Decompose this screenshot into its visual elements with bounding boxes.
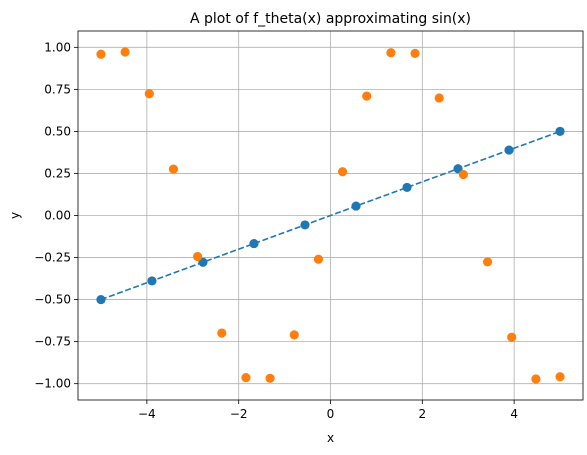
y-tick-label: −0.50: [34, 293, 71, 307]
y-tick-label: −0.25: [34, 251, 71, 265]
series-2-point: [289, 330, 299, 340]
x-tick-label: −2: [230, 407, 248, 421]
grid: [78, 31, 583, 400]
series-2-point: [265, 373, 275, 383]
y-tick-label: 0.75: [44, 82, 71, 96]
x-axis-label: x: [327, 431, 334, 445]
series-2-point: [458, 169, 469, 180]
series-1-point: [402, 182, 412, 193]
x-tick-label: 2: [418, 407, 426, 421]
series-2-point: [410, 48, 420, 58]
chart-title: A plot of f_theta(x) approximating sin(x…: [190, 11, 471, 27]
y-tick-label: −1.00: [34, 377, 71, 391]
series-2-point: [96, 49, 106, 59]
series-1-point: [504, 145, 514, 155]
x-tick-label: 4: [510, 407, 518, 421]
series-2-point: [120, 47, 130, 57]
series-1-point: [300, 220, 310, 230]
x-tick-label: 0: [327, 407, 335, 421]
y-tick-label: 1.00: [44, 40, 71, 54]
series-2-point: [555, 372, 565, 382]
series-2-point: [241, 373, 251, 383]
series-2-point: [192, 251, 203, 262]
ticks: −4 −2 0 2 4 1.00 0.75 0.50 0.25 0.00 −0.25 −0.50 −0.…: [34, 40, 518, 421]
series-2-point: [217, 328, 227, 338]
series-1-point: [555, 126, 565, 137]
y-tick-label: 0.25: [44, 166, 71, 180]
y-tick-label: 0.50: [44, 124, 71, 138]
y-tick-label: −0.75: [34, 335, 71, 349]
series-2-point: [362, 91, 372, 101]
series-2-point: [144, 89, 154, 99]
series-2-point: [482, 257, 493, 267]
series-2-point: [434, 93, 444, 103]
series-1-point: [96, 294, 106, 305]
y-axis-label: y: [8, 212, 22, 219]
series-2-point: [313, 254, 324, 264]
series-2-point: [531, 374, 541, 384]
series-layer: [96, 47, 565, 384]
series-2-point: [386, 48, 396, 58]
series-1-point: [147, 276, 157, 286]
y-tick-label: 0.00: [44, 209, 71, 223]
series-2-point: [507, 332, 517, 342]
series-2-point: [337, 167, 348, 177]
series-0-dashed-line: [100, 130, 561, 301]
series-1-point: [351, 201, 361, 211]
x-tick-label: −4: [138, 407, 156, 421]
series-2-point: [168, 164, 179, 174]
series-1-point: [249, 238, 259, 249]
